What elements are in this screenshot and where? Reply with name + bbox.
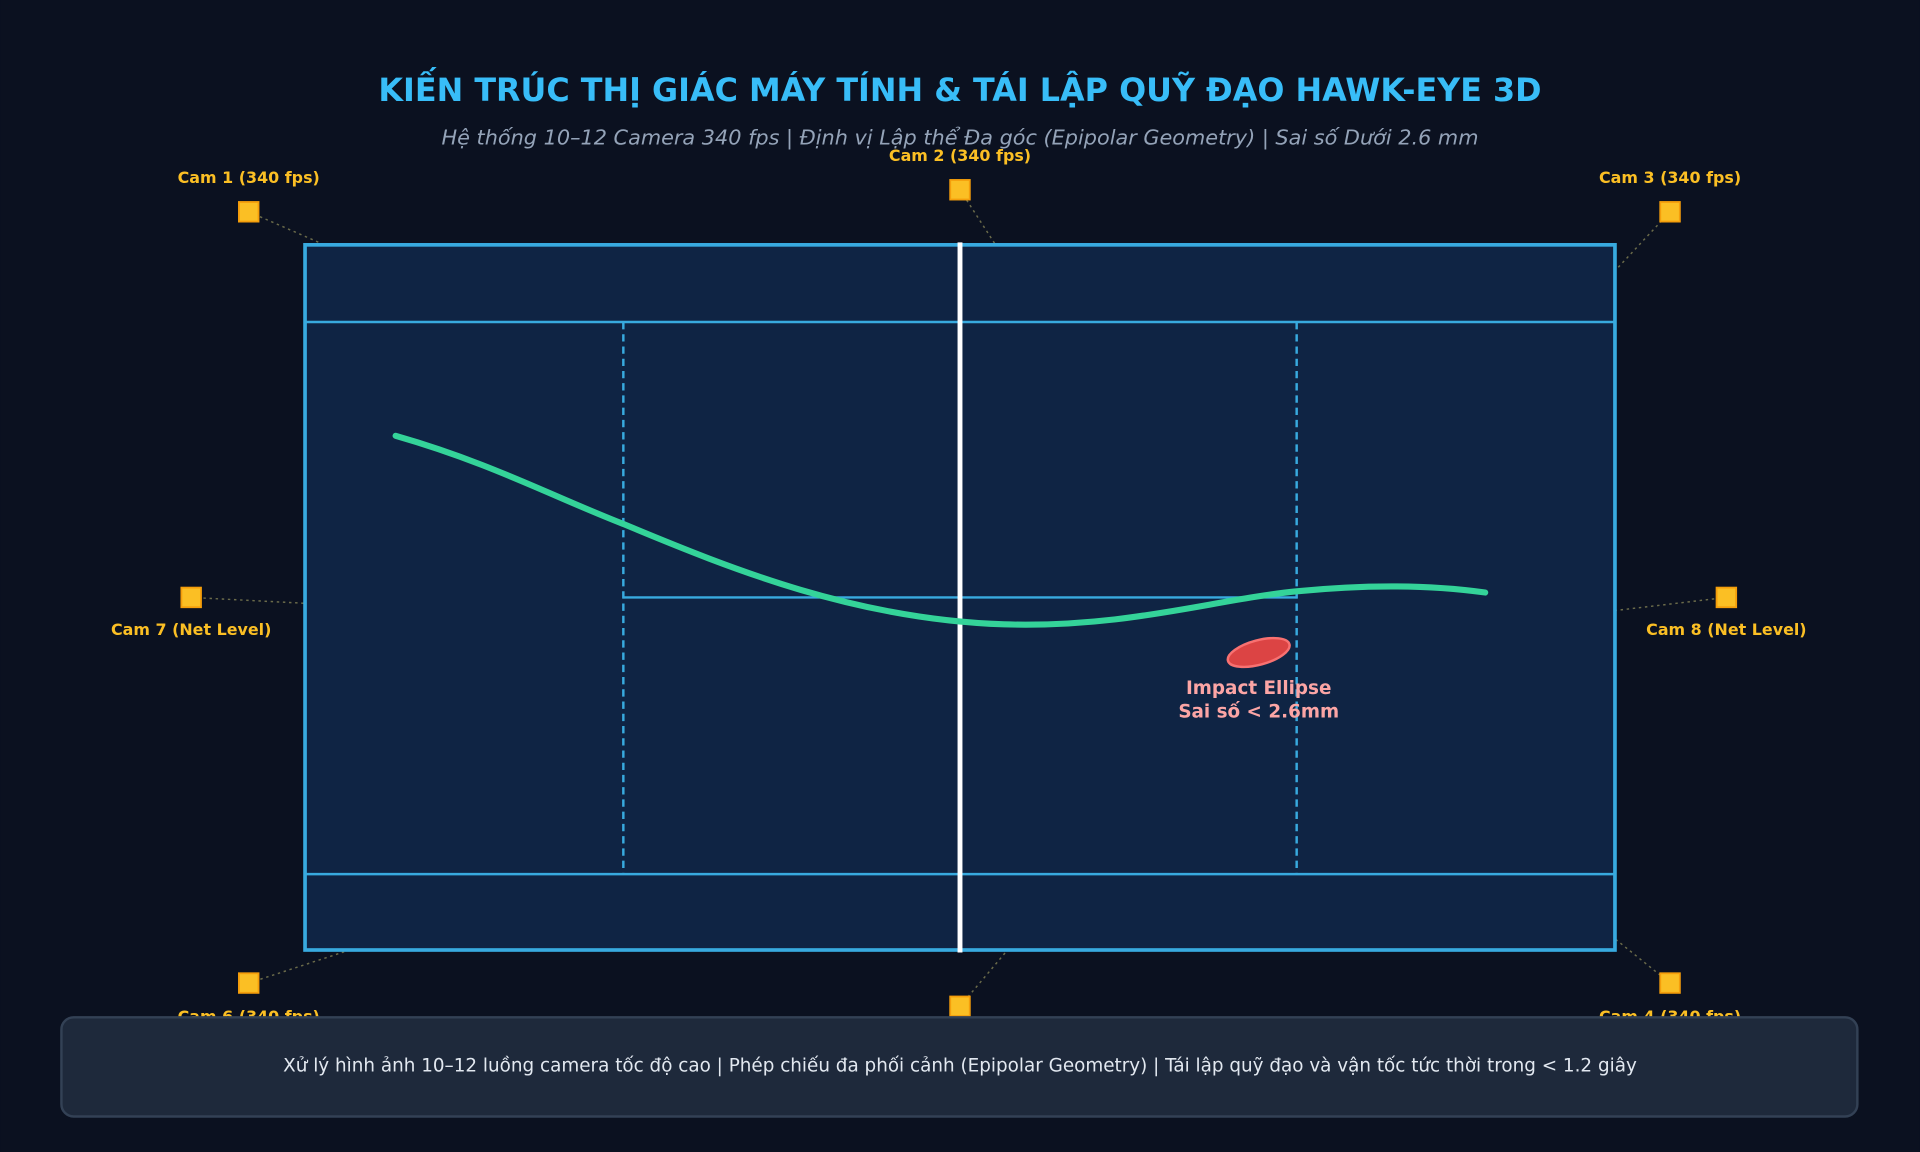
camera [1659, 972, 1681, 994]
camera [238, 972, 260, 994]
camera [1659, 201, 1681, 223]
camera-label: Cam 2 (340 fps) [889, 146, 1031, 165]
camera-label: Cam 3 (340 fps) [1599, 168, 1741, 187]
camera [949, 995, 971, 1018]
footer-box [60, 1016, 1859, 1118]
subtitle: Hệ thống 10–12 Camera 340 fps | Định vị … [442, 125, 1479, 150]
camera [238, 201, 260, 223]
camera [949, 179, 971, 201]
camera [1715, 586, 1738, 609]
camera-label: Cam 1 (340 fps) [178, 168, 320, 187]
camera-label: Cam 7 (Net Level) [111, 620, 271, 639]
title: KIẾN TRÚC THỊ GIÁC MÁY TÍNH & TÁI LẬP QU… [378, 67, 1541, 109]
trajectory [392, 432, 1489, 628]
camera-label: Cam 8 (Net Level) [1646, 620, 1806, 639]
impact-label: Impact Ellipse [1186, 678, 1332, 699]
impact-error: Sai số < 2.6mm [1178, 702, 1339, 723]
camera [180, 586, 202, 609]
footer-text: Xử lý hình ảnh 10–12 luồng camera tốc độ… [283, 1055, 1637, 1076]
impact-ellipse [1226, 636, 1291, 669]
